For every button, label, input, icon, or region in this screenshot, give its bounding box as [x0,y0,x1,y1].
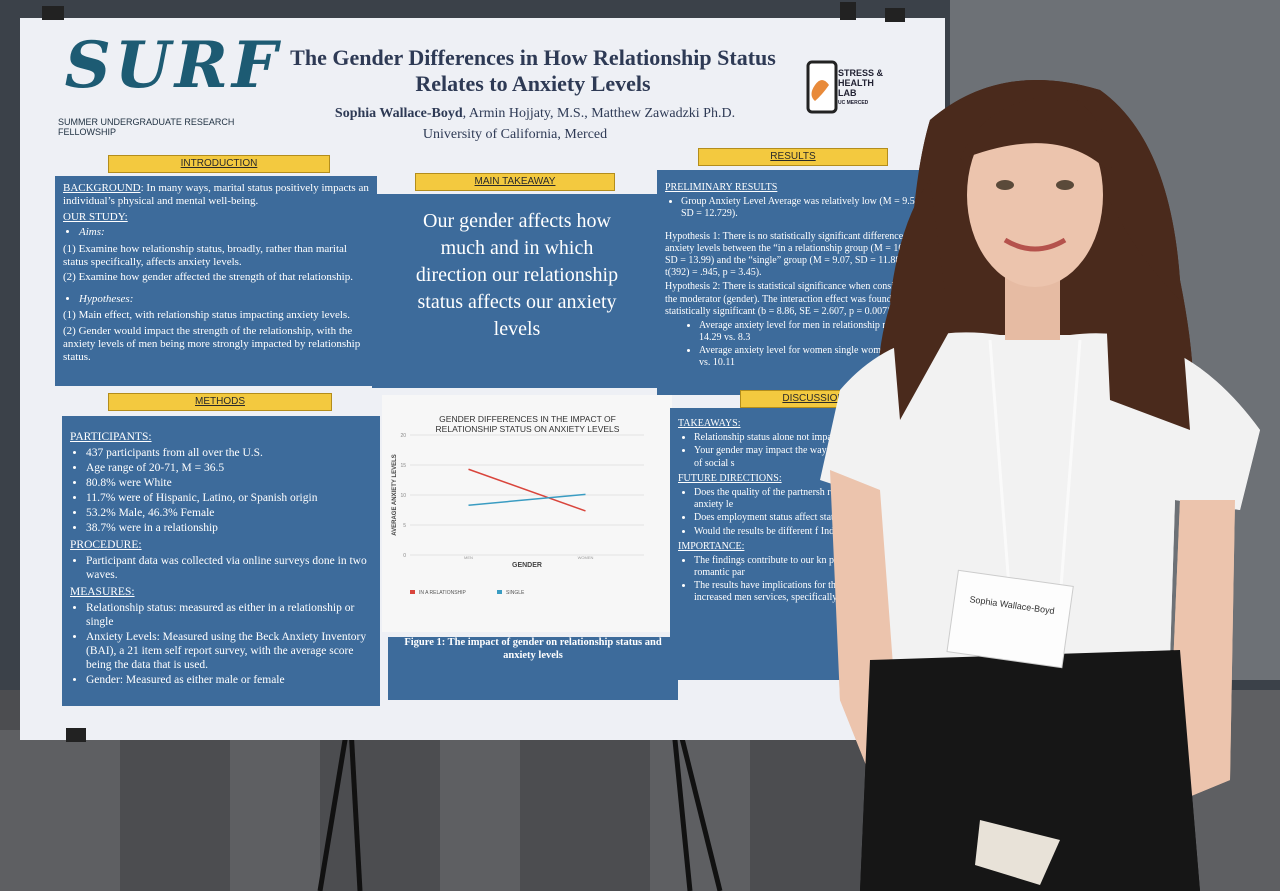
text: Hypothesis 1: There is no statistically … [665,230,919,279]
list-item: Your gender may impact the way partnersh… [694,445,927,469]
lab-line: HEALTH [838,78,874,88]
label: MEASURES: [70,586,135,599]
legend-swatch [410,590,415,594]
carpet-stripes [0,690,1280,891]
label: BACKGROUND [63,182,141,194]
y-tick-label: 15 [400,463,406,469]
list-item: 437 participants from all over the U.S. [86,446,372,460]
label: Hypotheses: [79,292,134,305]
x-tick-label: MEN [464,555,473,560]
introduction-panel: BACKGROUND: In many ways, marital status… [55,176,377,386]
methods-panel: PARTICIPANTS: 437 participants from all … [62,416,380,706]
list-item: 80.8% were White [86,476,372,490]
label: TAKEAWAYS: [678,418,741,429]
legend-label: IN A RELATIONSHIP [419,590,467,596]
list-item: 11.7% were of Hispanic, Latino, or Spani… [86,491,372,505]
y-tick-label: 20 [400,433,406,439]
y-axis-label: AVERAGE ANXIETY LEVELS [392,454,398,536]
legend-label: SINGLE [506,590,525,596]
series-line [468,468,586,512]
figure-area [382,395,672,632]
list-item: Relationship status alone not impact you… [694,432,927,444]
list-item: 53.2% Male, 46.3% Female [86,506,372,520]
list-item: Anxiety Levels: Measured using the Beck … [86,630,372,672]
authors: Sophia Wallace-Boyd, Armin Hojjaty, M.S.… [290,106,780,122]
surf-logo: SURF SUMMER UNDERGRADUATE RESEARCH FELLO… [58,28,288,137]
section-heading: INTRODUCTION [108,155,330,173]
label: OUR STUDY: [63,210,128,223]
list-item: 38.7% were in a relationship [86,521,372,535]
list-item: Age range of 20-71, M = 36.5 [86,461,372,475]
x-axis-label: GENDER [512,562,542,569]
binder-clips [42,2,905,742]
label: FUTURE DIRECTIONS: [678,472,782,484]
series-line [468,493,586,506]
chart: 0 5 10 15 20 AVERAGE ANXIETY LEVELS GENDER MEN W… [392,433,644,596]
lab-line: STRESS & [838,68,884,78]
lab-logo: STRESS & HEALTH LAB UC MERCED [838,68,883,108]
text: Hypothesis 2: There is statistical signi… [665,281,915,317]
list-item: Does the quality of the partnersh relati… [694,487,927,511]
text: : In many ways, marital status positivel… [63,182,369,208]
section-heading: MAIN TAKEAWAY [415,173,615,191]
label: Aims: [79,226,105,239]
label: PRELIMINARY RESULTS [665,182,778,193]
takeaway-panel: Our gender affects how much and in which… [372,194,662,388]
y-tick-label: 5 [403,523,406,529]
lab-line: LAB [838,88,857,98]
caption-panel: Figure 1: The impact of gender on relati… [388,637,678,700]
lab-sub: UC MERCED [838,100,869,106]
list-item: Participant data was collected via onlin… [86,554,372,582]
list-item: (1) Examine how relationship status, bro… [63,242,347,269]
label: PROCEDURE: [70,539,142,552]
legend-swatch [497,590,502,594]
section-heading: METHODS [108,393,332,411]
y-tick-label: 10 [400,493,406,499]
surf-letters: SURF [64,28,282,103]
chart-title: GENDER DIFFERENCES IN THE IMPACT OF RELA… [435,414,620,434]
affiliation: University of California, Merced [422,127,608,142]
y-tick-label: 0 [403,553,406,559]
lead-author: Sophia Wallace-Boyd [334,106,463,121]
x-tick-label: WOMEN [578,555,594,560]
list-item: The results have implications for the po… [694,580,927,604]
surf-caption: SUMMER UNDERGRADUATE RESEARCH FELLOWSHIP [58,117,235,137]
section-heading: RESULTS [698,148,888,166]
figure-caption: Figure 1: The impact of gender on relati… [404,637,662,661]
list-item: (1) Main effect, with relationship statu… [63,309,350,322]
list-item: Would the results be different f Individ… [694,526,927,538]
co-authors: , Armin Hojjaty, M.S., Matthew Zawadzki … [462,106,736,121]
list-item: (2) Gender would impact the strength of … [63,324,361,364]
list-item: The findings contribute to our kn potent… [694,555,927,579]
list-item: Relationship status: measured as either … [86,601,372,629]
poster-title: The Gender Differences in How Relationsh… [290,45,776,96]
list-item: Average anxiety level for women single w… [699,345,927,369]
list-item: Average anxiety level for men in relatio… [699,320,927,344]
list-item: Gender: Measured as either male or femal… [86,673,372,687]
person: Sophia Wallace-Boyd [820,80,1260,891]
list-item: (2) Examine how gender affected the stre… [63,271,353,284]
label: IMPORTANCE: [678,540,745,552]
list-item: Does employment status affect status on … [694,512,927,524]
lab-logo-heart [811,80,829,101]
list-item: Group Anxiety Level Average was relative… [681,196,927,220]
label: PARTICIPANTS: [70,431,152,443]
